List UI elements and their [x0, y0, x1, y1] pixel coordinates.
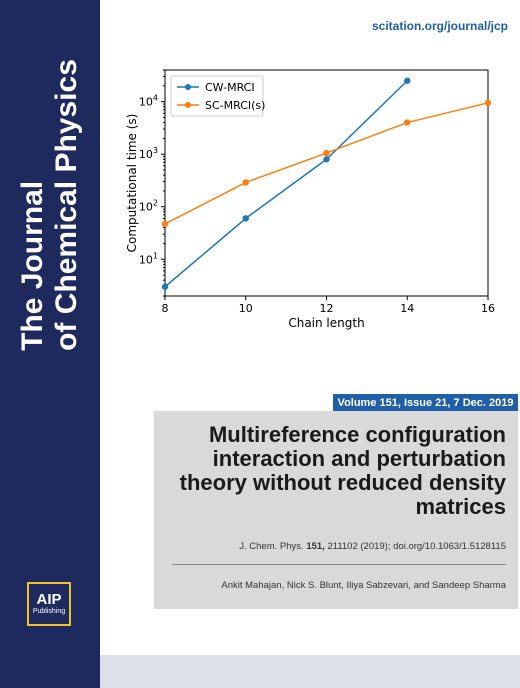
- x-tick-label-0: 8: [162, 302, 169, 315]
- citation-volume: 151,: [306, 541, 325, 552]
- x-tick-label-2: 12: [320, 302, 334, 315]
- y-tick-label-3: 104: [139, 94, 158, 109]
- data-point-1-0: [161, 220, 169, 228]
- x-tick-label-4: 16: [481, 302, 495, 315]
- journal-spine: The Journal of Chemical Physics AIP Publ…: [0, 0, 100, 688]
- legend-label-0: CW-MRCI: [205, 81, 255, 94]
- series-line-0: [164, 80, 408, 288]
- article-citation: J. Chem. Phys. 151, 211102 (2019); doi.o…: [239, 541, 506, 552]
- article-title: Multireference configuration interaction…: [179, 422, 506, 519]
- data-point-0-0: [161, 283, 169, 290]
- citation-prefix: J. Chem. Phys.: [239, 541, 307, 552]
- citation-rest: 211102 (2019); doi.org/10.1063/1.5128115: [324, 541, 506, 552]
- data-point-1-1: [242, 179, 249, 186]
- x-tick-label-1: 10: [239, 302, 253, 315]
- data-point-1-3: [404, 119, 411, 126]
- journal-title-line1: The Journal: [16, 180, 49, 351]
- series-line-1: [164, 102, 489, 225]
- legend-box: [170, 75, 264, 117]
- divider: [172, 564, 506, 565]
- article-authors: Ankit Mahajan, Nick S. Blunt, Iliya Sabz…: [221, 580, 506, 591]
- issue-banner: Volume 151, Issue 21, 7 Dec. 2019: [333, 394, 518, 411]
- legend-marker-0: [185, 84, 191, 90]
- journal-title: The Journal of Chemical Physics: [16, 59, 84, 351]
- x-tick-label-3: 14: [400, 302, 414, 315]
- aip-publishing-logo: AIP Publishing: [27, 582, 71, 626]
- article-info-box: Multireference configuration interaction…: [154, 411, 518, 609]
- journal-title-line2: of Chemical Physics: [50, 59, 83, 351]
- bottom-band: [100, 655, 520, 688]
- logo-text-aip: AIP: [36, 591, 62, 608]
- data-point-1-2: [323, 149, 330, 157]
- y-tick-label-1: 102: [139, 199, 158, 214]
- data-point-0-2: [323, 156, 330, 163]
- legend-label-1: SC-MRCI(s): [205, 99, 265, 112]
- y-tick-label-0: 101: [139, 251, 158, 266]
- journal-url[interactable]: scitation.org/journal/jcp: [371, 19, 508, 33]
- logo-text-publishing: Publishing: [32, 608, 66, 615]
- timing-chart: 8 10 12 14 16 101 102 103 104 Chain length Computa…: [125, 69, 495, 330]
- data-point-0-1: [242, 215, 249, 222]
- y-tick-label-2: 103: [139, 146, 158, 161]
- x-axis-label: Chain length: [288, 316, 364, 330]
- y-axis-label: Computational time (s): [125, 114, 139, 253]
- legend-marker-1: [185, 102, 191, 108]
- data-point-0-3: [404, 77, 411, 84]
- data-point-1-4: [484, 99, 492, 107]
